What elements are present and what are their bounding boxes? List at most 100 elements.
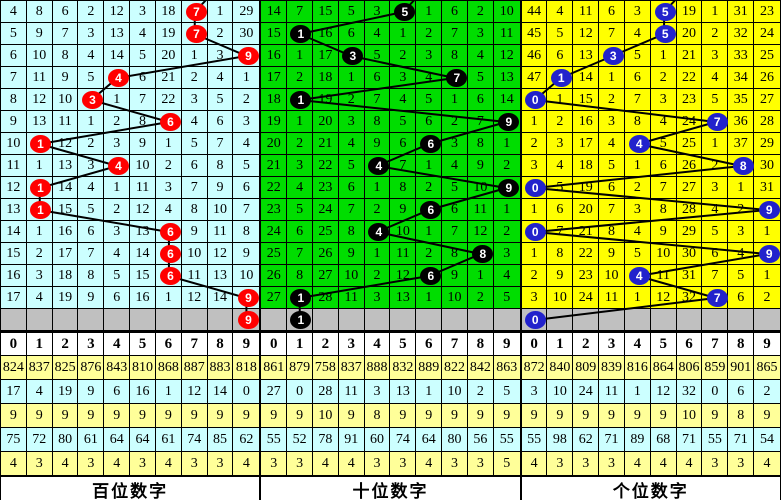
stat-cell: 13 [390, 380, 417, 404]
grid-row: 7 21 8 4 9 29 5 3 1 [521, 221, 780, 243]
stat-cell: 9 [624, 404, 651, 428]
grid-cell: 3 [287, 155, 313, 177]
pending-cell [1, 309, 27, 331]
grid-cell: 3 [493, 243, 520, 265]
stat-cell: 80 [52, 428, 79, 452]
grid-cell: 16 [261, 45, 288, 67]
panel-tens-digit: 14 7 15 5 3 1 6 2 10 15 16 6 4 1 2 7 3 11 16 1 17 5 2 3 8 4 12 17 2 1… [259, 1, 520, 502]
pending-cell [207, 309, 234, 331]
grid-cell: 18 [312, 67, 339, 89]
pending-cell [26, 309, 53, 331]
grid-cell: 5 [599, 155, 625, 177]
grid-cell: 21 [676, 45, 703, 67]
stat-cell: 9 [52, 404, 79, 428]
stat-cell: 868 [155, 356, 182, 380]
grid-cell: 6 [52, 1, 79, 23]
stat-cell: 0 [287, 380, 313, 404]
trend-grid: 14 7 15 5 3 1 6 2 10 15 16 6 4 1 2 7 3 11 16 1 17 5 2 3 8 4 12 17 2 1… [261, 1, 520, 331]
grid-cell: 4 [624, 221, 651, 243]
stat-cell: 837 [338, 356, 365, 380]
grid-cell: 3 [547, 133, 574, 155]
grid-row: 1 15 2 7 3 23 5 35 27 [521, 89, 780, 111]
trend-ball: 6 [160, 267, 181, 285]
grid-cell: 15 [52, 199, 79, 221]
stat-cell: 10 [547, 380, 574, 404]
pending-cell [155, 309, 182, 331]
grid-cell: 11 [599, 287, 625, 309]
grid-cell: 9 [26, 23, 53, 45]
trend-ball: 7 [186, 3, 207, 21]
grid-cell: 24 [312, 199, 339, 221]
stat-cell: 0 [702, 380, 729, 404]
stat-cell: 824 [1, 356, 27, 380]
grid-cell: 28 [754, 111, 780, 133]
panel-units-digit: 44 4 11 6 3 19 1 31 23 45 5 12 7 4 20 2 32 24 46 6 13 5 1 21 3 33… [519, 1, 780, 502]
grid-cell: 9 [364, 133, 391, 155]
grid-cell: 6 [599, 1, 625, 23]
stat-cell: 64 [416, 428, 443, 452]
grid-cell: 10 [338, 265, 365, 287]
grid-cell: 7 [287, 1, 313, 23]
grid-cell: 2 [754, 287, 780, 309]
grid-cell: 10 [547, 287, 574, 309]
stat-cell: 71 [728, 428, 755, 452]
grid-cell: 36 [728, 111, 755, 133]
grid-cell: 7 [442, 221, 468, 243]
grid-cell: 23 [754, 1, 780, 23]
digit-header-cell: 9 [233, 333, 260, 356]
stat-cell: 8 [364, 404, 391, 428]
stat-cell: 9 [573, 404, 600, 428]
grid-row: 21 3 22 5 7 1 4 9 2 [261, 155, 520, 177]
stat-cell: 9 [287, 404, 313, 428]
stat-row: 3 10 24 11 1 12 32 0 6 2 [521, 380, 780, 404]
grid-row: 4 8 6 2 12 3 18 1 29 [1, 1, 260, 23]
digit-header-cell: 4 [624, 333, 651, 356]
grid-cell: 2 [78, 133, 105, 155]
grid-cell: 6 [547, 199, 574, 221]
digit-header-cell: 1 [26, 333, 53, 356]
stat-cell: 9 [467, 404, 494, 428]
grid-cell: 27 [754, 89, 780, 111]
grid-cell: 47 [521, 67, 548, 89]
grid-cell: 9 [130, 133, 156, 155]
stat-row: 17 4 19 9 6 16 1 12 14 0 [1, 380, 260, 404]
trend-ball: 3 [82, 91, 103, 109]
grid-cell: 11 [493, 23, 520, 45]
trend-ball: 6 [160, 113, 181, 131]
stat-cell: 64 [130, 428, 156, 452]
grid-cell: 5 [624, 45, 651, 67]
trend-ball: 0 [524, 91, 546, 109]
pending-cell [390, 309, 417, 331]
stat-cell: 55 [521, 428, 548, 452]
grid-cell: 21 [573, 221, 600, 243]
grid-cell: 18 [155, 1, 182, 23]
stat-row: 9 9 10 9 8 9 9 9 9 9 [261, 404, 520, 428]
stat-cell: 62 [573, 428, 600, 452]
pending-cell [624, 309, 651, 331]
stat-cell: 56 [467, 428, 494, 452]
digit-header-cell: 7 [181, 333, 208, 356]
grid-row: 7 11 9 5 6 21 2 4 1 [1, 67, 260, 89]
grid-cell: 45 [521, 23, 548, 45]
stat-cell: 1 [624, 380, 651, 404]
grid-cell: 2 [599, 89, 625, 111]
grid-cell: 5 [287, 199, 313, 221]
grid-cell: 14 [207, 287, 234, 309]
grid-cell: 19 [573, 177, 600, 199]
grid-cell: 12 [493, 45, 520, 67]
grid-cell: 13 [207, 265, 234, 287]
pending-cell [261, 309, 288, 331]
stat-cell: 3 [261, 452, 288, 476]
stat-cell: 32 [676, 380, 703, 404]
grid-cell: 3 [650, 89, 677, 111]
digit-header-cell: 0 [521, 333, 548, 356]
grid-row: 19 1 20 3 8 5 6 2 7 [261, 111, 520, 133]
grid-cell: 3 [467, 23, 494, 45]
grid-cell: 3 [207, 45, 234, 67]
grid-cell: 3 [728, 221, 755, 243]
stat-cell: 9 [181, 404, 208, 428]
grid-cell: 6 [130, 67, 156, 89]
grid-cell: 5 [390, 111, 417, 133]
grid-cell: 13 [390, 287, 417, 309]
grid-cell: 15 [130, 265, 156, 287]
